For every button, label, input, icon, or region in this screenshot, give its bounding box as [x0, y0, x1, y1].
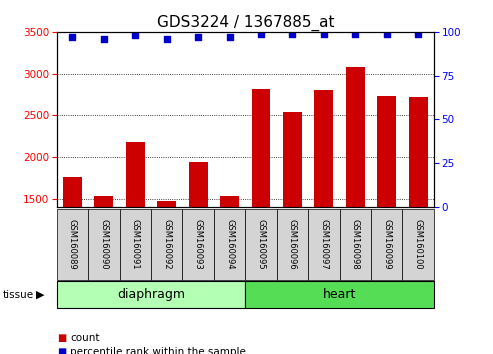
Bar — [245, 209, 277, 280]
Bar — [88, 209, 119, 280]
Point — [257, 31, 265, 36]
Text: GSM160094: GSM160094 — [225, 219, 234, 270]
Text: tissue: tissue — [2, 290, 34, 300]
Bar — [315, 90, 333, 324]
Text: GSM160092: GSM160092 — [162, 219, 171, 270]
Text: ▶: ▶ — [36, 290, 44, 300]
Point — [320, 31, 328, 36]
Point — [194, 34, 202, 40]
Text: GSM160097: GSM160097 — [319, 219, 328, 270]
Bar — [94, 196, 113, 324]
Point — [352, 31, 359, 36]
Point — [131, 33, 139, 38]
Bar — [283, 112, 302, 324]
Bar — [57, 209, 88, 280]
Text: GSM160095: GSM160095 — [256, 219, 266, 270]
Bar — [245, 281, 434, 308]
Point — [288, 31, 296, 36]
Point — [69, 34, 76, 40]
Text: heart: heart — [323, 288, 356, 301]
Text: GSM160090: GSM160090 — [99, 219, 108, 270]
Text: ■: ■ — [57, 347, 66, 354]
Bar — [220, 196, 239, 324]
Point — [163, 36, 171, 42]
Bar — [402, 209, 434, 280]
Text: GSM160098: GSM160098 — [351, 219, 360, 270]
Bar — [308, 209, 340, 280]
Text: GSM160093: GSM160093 — [194, 219, 203, 270]
Text: GSM160091: GSM160091 — [131, 219, 140, 270]
Title: GDS3224 / 1367885_at: GDS3224 / 1367885_at — [156, 14, 334, 30]
Bar — [377, 96, 396, 324]
Text: GSM160089: GSM160089 — [68, 219, 77, 270]
Bar — [251, 88, 270, 324]
Bar — [126, 142, 145, 324]
Point — [383, 31, 390, 36]
Bar — [63, 177, 82, 324]
Text: ■: ■ — [57, 333, 66, 343]
Bar — [151, 209, 182, 280]
Text: GSM160100: GSM160100 — [414, 219, 423, 270]
Bar — [277, 209, 308, 280]
Bar — [340, 209, 371, 280]
Bar — [409, 97, 427, 324]
Point — [100, 36, 108, 42]
Bar — [182, 209, 214, 280]
Text: GSM160096: GSM160096 — [288, 219, 297, 270]
Text: GSM160099: GSM160099 — [382, 219, 391, 270]
Text: diaphragm: diaphragm — [117, 288, 185, 301]
Text: count: count — [70, 333, 100, 343]
Point — [226, 34, 234, 40]
Text: percentile rank within the sample: percentile rank within the sample — [70, 347, 246, 354]
Bar — [157, 201, 176, 324]
Bar — [346, 67, 365, 324]
Bar — [119, 209, 151, 280]
Bar — [189, 162, 208, 324]
Bar — [214, 209, 246, 280]
Bar — [57, 281, 245, 308]
Point — [414, 31, 422, 36]
Bar — [371, 209, 402, 280]
